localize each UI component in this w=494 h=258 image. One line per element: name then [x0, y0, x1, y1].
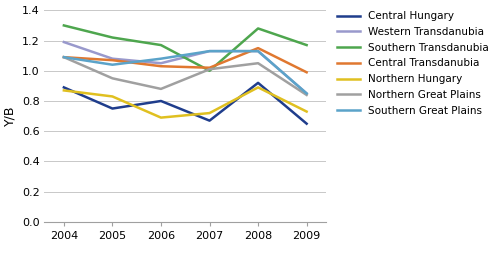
Western Transdanubia	[61, 41, 67, 44]
Line: Northern Hungary: Northern Hungary	[64, 87, 307, 118]
Central Transdanubia	[158, 65, 164, 68]
Central Hungary	[206, 119, 212, 122]
Southern Transdanubia	[255, 27, 261, 30]
Central Transdanubia	[304, 71, 310, 74]
Southern Transdanubia	[110, 36, 116, 39]
Northern Hungary	[304, 110, 310, 113]
Southern Great Plains	[110, 63, 116, 66]
Southern Great Plains	[61, 56, 67, 59]
Northern Great Plains	[61, 56, 67, 59]
Northern Hungary	[158, 116, 164, 119]
Central Hungary	[255, 81, 261, 84]
Line: Northern Great Plains: Northern Great Plains	[64, 57, 307, 95]
Northern Great Plains	[206, 68, 212, 71]
Central Transdanubia	[255, 46, 261, 50]
Central Transdanubia	[206, 66, 212, 69]
Northern Great Plains	[158, 87, 164, 91]
Line: Central Hungary: Central Hungary	[64, 83, 307, 124]
Southern Great Plains	[255, 50, 261, 53]
Northern Hungary	[61, 89, 67, 92]
Line: Western Transdanubia: Western Transdanubia	[64, 42, 307, 93]
Southern Great Plains	[304, 92, 310, 95]
Northern Great Plains	[304, 93, 310, 96]
Southern Great Plains	[158, 57, 164, 60]
Northern Hungary	[206, 111, 212, 115]
Line: Southern Great Plains: Southern Great Plains	[64, 51, 307, 93]
Western Transdanubia	[110, 57, 116, 60]
Southern Transdanubia	[158, 44, 164, 47]
Northern Great Plains	[255, 62, 261, 65]
Northern Great Plains	[110, 77, 116, 80]
Northern Hungary	[255, 86, 261, 89]
Line: Southern Transdanubia: Southern Transdanubia	[64, 26, 307, 71]
Northern Hungary	[110, 95, 116, 98]
Central Hungary	[304, 122, 310, 125]
Central Hungary	[158, 99, 164, 102]
Southern Transdanubia	[61, 24, 67, 27]
Central Transdanubia	[110, 59, 116, 62]
Y-axis label: Y/B: Y/B	[3, 106, 16, 126]
Line: Central Transdanubia: Central Transdanubia	[64, 48, 307, 72]
Western Transdanubia	[158, 62, 164, 65]
Southern Great Plains	[206, 50, 212, 53]
Western Transdanubia	[255, 50, 261, 53]
Central Hungary	[61, 86, 67, 89]
Western Transdanubia	[206, 50, 212, 53]
Western Transdanubia	[304, 92, 310, 95]
Southern Transdanubia	[206, 69, 212, 72]
Central Transdanubia	[61, 56, 67, 59]
Legend: Central Hungary, Western Transdanubia, Southern Transdanubia, Central Transdanub: Central Hungary, Western Transdanubia, S…	[337, 11, 489, 116]
Southern Transdanubia	[304, 44, 310, 47]
Central Hungary	[110, 107, 116, 110]
